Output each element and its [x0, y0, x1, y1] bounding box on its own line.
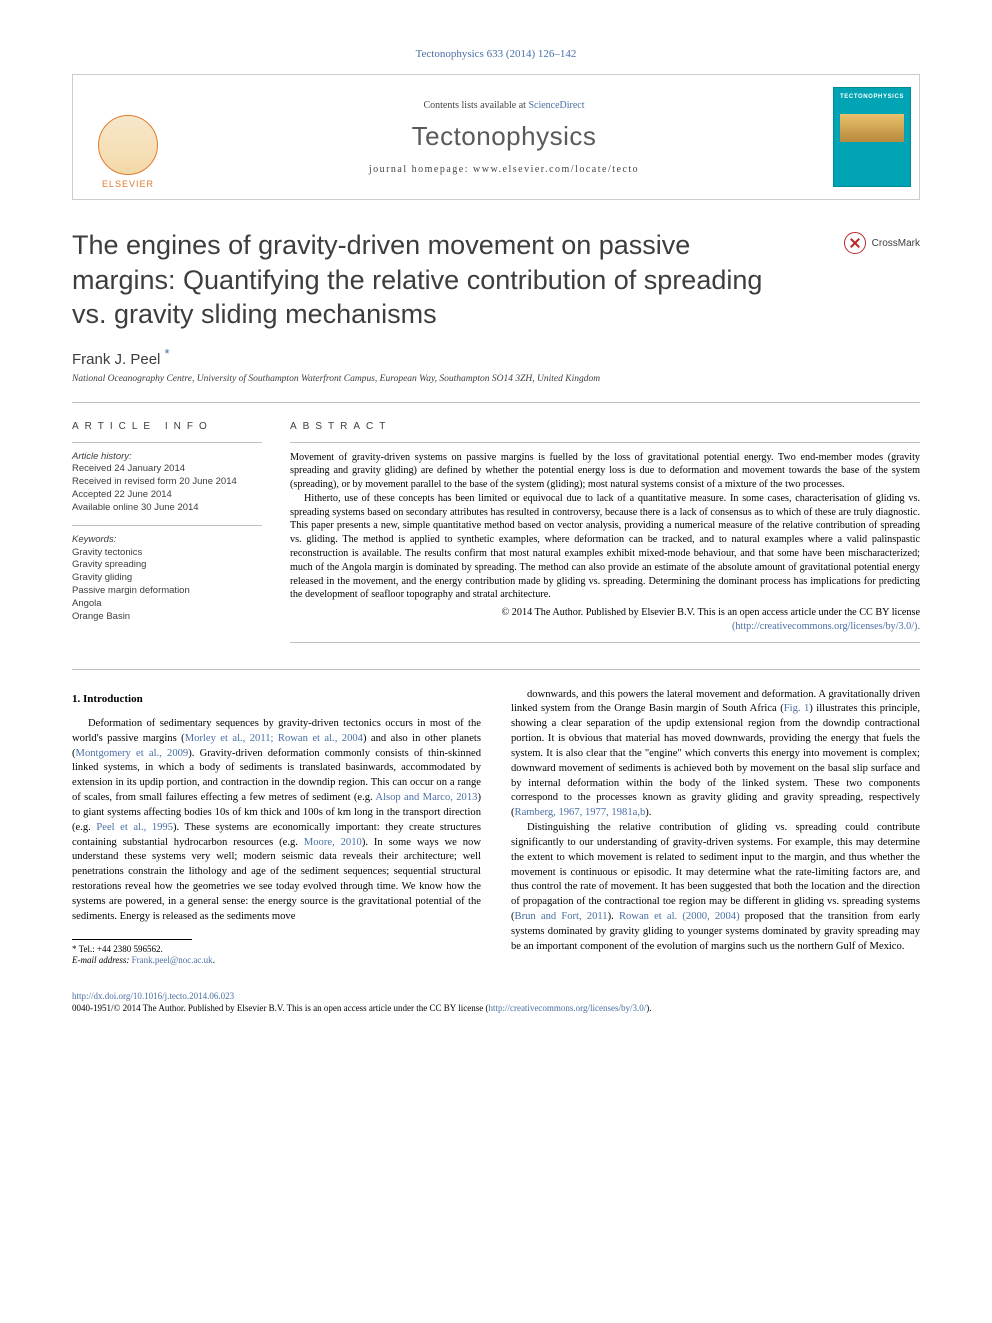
- doi-link[interactable]: http://dx.doi.org/10.1016/j.tecto.2014.0…: [72, 991, 234, 1001]
- author-line: Frank J. Peel *: [72, 346, 920, 368]
- journal-reference-link[interactable]: Tectonophysics 633 (2014) 126–142: [416, 48, 577, 60]
- crossmark-badge[interactable]: CrossMark: [844, 232, 920, 254]
- journal-homepage-line: journal homepage: www.elsevier.com/locat…: [369, 164, 639, 175]
- footnote-email-link[interactable]: Frank.peel@noc.ac.uk: [132, 955, 213, 965]
- footnote-suffix: .: [213, 955, 215, 965]
- contents-lists-line: Contents lists available at ScienceDirec…: [423, 100, 584, 111]
- citation-link[interactable]: Brun and Fort, 2011: [515, 911, 608, 922]
- body-text: ). In some ways we now understand these …: [72, 837, 481, 922]
- article-body: 1. Introduction Deformation of sedimenta…: [72, 688, 920, 967]
- copyright-line: © 2014 The Author. Published by Elsevier…: [502, 607, 920, 618]
- body-paragraph: Deformation of sedimentary sequences by …: [72, 717, 481, 925]
- masthead: ELSEVIER Contents lists available at Sci…: [72, 74, 920, 200]
- cover-thumb-cell: TECTONOPHYSICS: [825, 75, 919, 199]
- divider: [72, 525, 262, 526]
- body-text: Distinguishing the relative contribution…: [511, 822, 920, 922]
- footnote-tel-label: * Tel.:: [72, 944, 97, 954]
- body-text: ) illustrates this principle, showing a …: [511, 703, 920, 818]
- keyword: Gravity spreading: [72, 559, 262, 572]
- abstract-label: ABSTRACT: [290, 421, 920, 432]
- crossmark-label: CrossMark: [872, 238, 920, 249]
- abstract-text: Movement of gravity-driven systems on pa…: [290, 451, 920, 602]
- keywords-label: Keywords:: [72, 534, 262, 547]
- keyword: Gravity tectonics: [72, 547, 262, 560]
- affiliation: National Oceanography Centre, University…: [72, 374, 920, 384]
- keyword: Passive margin deformation: [72, 585, 262, 598]
- footer-copyright-prefix: 0040-1951/© 2014 The Author. Published b…: [72, 1003, 488, 1013]
- footnote-tel: +44 2380 596562.: [97, 944, 163, 954]
- body-text: ).: [608, 911, 619, 922]
- history-line: Accepted 22 June 2014: [72, 489, 262, 502]
- citation-link[interactable]: Ramberg, 1967, 1977, 1981a,b: [515, 807, 646, 818]
- footer-license-link[interactable]: http://creativecommons.org/licenses/by/3…: [488, 1003, 646, 1013]
- abstract-paragraph: Hitherto, use of these concepts has been…: [290, 492, 920, 602]
- journal-cover-thumb[interactable]: TECTONOPHYSICS: [833, 87, 911, 187]
- author-name[interactable]: Frank J. Peel: [72, 351, 160, 368]
- keywords-block: Keywords: Gravity tectonics Gravity spre…: [72, 534, 262, 624]
- contents-prefix: Contents lists available at: [423, 100, 528, 111]
- elsevier-wordmark: ELSEVIER: [102, 179, 154, 189]
- body-paragraph: downwards, and this powers the lateral m…: [511, 688, 920, 821]
- sciencedirect-link[interactable]: ScienceDirect: [528, 100, 584, 111]
- citation-link[interactable]: Moore, 2010: [304, 837, 362, 848]
- journal-reference: Tectonophysics 633 (2014) 126–142: [72, 48, 920, 60]
- masthead-center: Contents lists available at ScienceDirec…: [183, 75, 825, 199]
- section-heading: 1. Introduction: [72, 692, 481, 707]
- elsevier-tree-icon: [98, 115, 158, 175]
- crossmark-icon: [844, 232, 866, 254]
- citation-link[interactable]: Alsop and Marco, 2013: [375, 792, 477, 803]
- history-line: Received 24 January 2014: [72, 463, 262, 476]
- cover-title: TECTONOPHYSICS: [834, 88, 910, 100]
- footnote-email-label: E-mail address:: [72, 955, 129, 965]
- elsevier-logo[interactable]: ELSEVIER: [98, 115, 158, 189]
- history-line: Received in revised form 20 June 2014: [72, 476, 262, 489]
- history-label: Article history:: [72, 451, 262, 464]
- license-link[interactable]: (http://creativecommons.org/licenses/by/…: [732, 621, 920, 632]
- keyword: Gravity gliding: [72, 572, 262, 585]
- divider: [72, 402, 920, 403]
- copyright-block: © 2014 The Author. Published by Elsevier…: [290, 606, 920, 634]
- citation-link[interactable]: Morley et al., 2011; Rowan et al., 2004: [185, 733, 363, 744]
- body-paragraph: Distinguishing the relative contribution…: [511, 821, 920, 954]
- page-footer: http://dx.doi.org/10.1016/j.tecto.2014.0…: [72, 991, 920, 1014]
- divider: [290, 442, 920, 443]
- homepage-url[interactable]: www.elsevier.com/locate/tecto: [473, 164, 639, 175]
- divider: [72, 442, 262, 443]
- citation-link[interactable]: Peel et al., 1995: [96, 822, 173, 833]
- history-line: Available online 30 June 2014: [72, 502, 262, 515]
- footer-copyright-suffix: ).: [646, 1003, 651, 1013]
- publisher-logo-cell: ELSEVIER: [73, 75, 183, 199]
- homepage-prefix: journal homepage:: [369, 164, 473, 175]
- journal-title: Tectonophysics: [412, 121, 597, 152]
- body-text: ).: [645, 807, 651, 818]
- article-history: Article history: Received 24 January 201…: [72, 451, 262, 515]
- corresponding-author-mark: *: [165, 346, 170, 361]
- keyword: Angola: [72, 598, 262, 611]
- citation-link[interactable]: Rowan et al. (2000, 2004): [619, 911, 740, 922]
- keyword: Orange Basin: [72, 611, 262, 624]
- footnote-rule: [72, 939, 192, 940]
- divider: [72, 669, 920, 670]
- article-title: The engines of gravity-driven movement o…: [72, 228, 772, 332]
- cover-band-graphic: [840, 114, 904, 142]
- corresponding-footnote: * Tel.: +44 2380 596562. E-mail address:…: [72, 944, 481, 967]
- figure-link[interactable]: Fig. 1: [784, 703, 810, 714]
- citation-link[interactable]: Montgomery et al., 2009: [76, 748, 189, 759]
- abstract-paragraph: Movement of gravity-driven systems on pa…: [290, 451, 920, 492]
- article-info-label: ARTICLE INFO: [72, 421, 262, 432]
- divider: [290, 642, 920, 643]
